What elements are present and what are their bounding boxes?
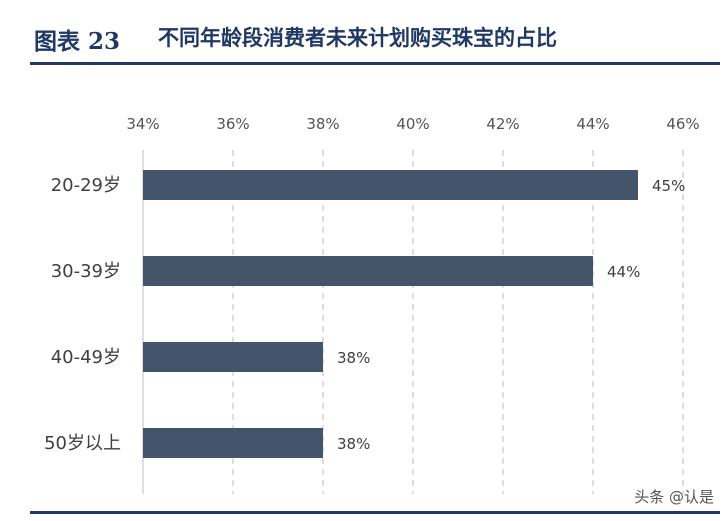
category-label: 20-29岁 xyxy=(51,175,121,196)
x-tick-label: 46% xyxy=(666,115,699,133)
watermark: 头条 @认是 xyxy=(634,488,714,506)
figure-header: 图表 23 不同年龄段消费者未来计划购买珠宝的占比 xyxy=(30,18,720,62)
figure-label: 图表 23 xyxy=(34,28,121,55)
data-label: 45% xyxy=(652,177,685,195)
bar-4 xyxy=(143,428,323,458)
x-tick-label: 40% xyxy=(396,115,429,133)
title-divider xyxy=(30,62,720,65)
x-tick-label: 34% xyxy=(126,115,159,133)
x-tick-label: 42% xyxy=(486,115,519,133)
category-label: 30-39岁 xyxy=(51,261,121,282)
category-label: 50岁以上 xyxy=(44,433,121,454)
bar-1 xyxy=(143,170,638,200)
x-tick-label: 36% xyxy=(216,115,249,133)
category-label: 40-49岁 xyxy=(51,347,121,368)
bar-2 xyxy=(143,256,593,286)
figure-title: 不同年龄段消费者未来计划购买珠宝的占比 xyxy=(158,25,557,50)
x-tick-label: 38% xyxy=(306,115,339,133)
data-label: 38% xyxy=(337,435,370,453)
data-label: 44% xyxy=(607,263,640,281)
data-label: 38% xyxy=(337,349,370,367)
bar-3 xyxy=(143,342,323,372)
bottom-divider xyxy=(30,511,720,514)
x-tick-label: 44% xyxy=(576,115,609,133)
